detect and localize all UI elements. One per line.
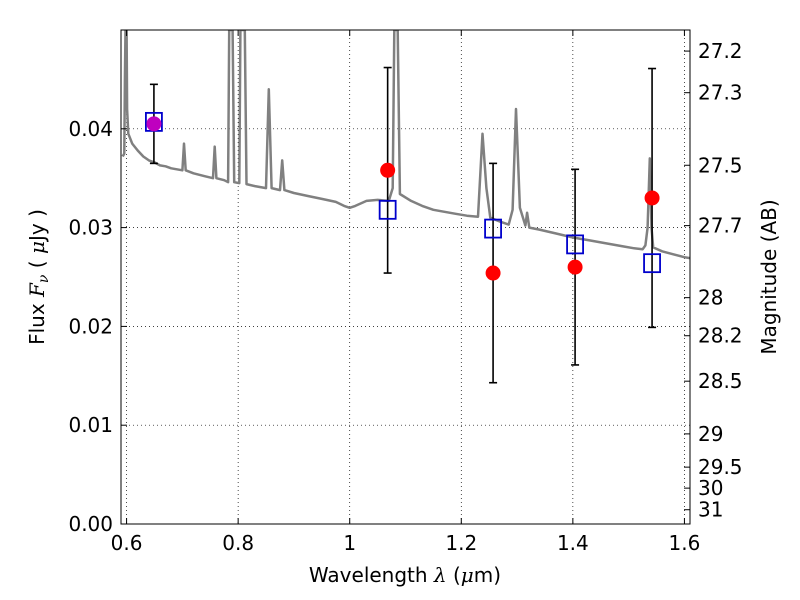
- plot-frame: [120, 29, 691, 525]
- y2-tick-label: 28.2: [698, 324, 743, 348]
- observed-point: [644, 190, 660, 206]
- model-bandpass-square: [566, 234, 584, 255]
- y-tick-label: 0.03: [68, 216, 113, 240]
- x-tick-label: 0.6: [111, 531, 143, 555]
- x-tick-label: 1.2: [445, 531, 477, 555]
- y-tick-label: 0.02: [68, 314, 113, 338]
- x-tick-label: 1.6: [669, 531, 701, 555]
- y2-tick-label: 29: [698, 422, 723, 446]
- x-tick-label: 1.4: [557, 531, 589, 555]
- observed-point: [485, 265, 501, 281]
- model-spectrum-line: [121, 30, 690, 260]
- y-tick-label: 0.04: [68, 117, 113, 141]
- y2-tick-label: 30: [698, 476, 723, 500]
- observed-point: [567, 259, 583, 275]
- y-tick-label: 0.01: [68, 413, 113, 437]
- model-bandpass-square: [643, 253, 661, 274]
- y2-tick-label: 27.3: [698, 81, 743, 105]
- y2-tick-label: 29.5: [698, 455, 743, 479]
- x-tick-label: 1: [343, 531, 356, 555]
- y2-tick-label: 28: [698, 286, 723, 310]
- y-axis-label: Flux Fν ( μJy ): [25, 209, 52, 345]
- model-bandpass-square: [378, 199, 397, 220]
- y2-tick-label: 27.2: [698, 39, 743, 63]
- y-tick-label: 0.00: [68, 512, 113, 536]
- model-bandpass-square: [484, 218, 502, 239]
- y2-axis-label: Magnitude (AB): [757, 199, 781, 354]
- y2-tick-label: 31: [698, 498, 723, 522]
- tick-layer: 0.6 0.8 1 1.2 1.4 1.6 0.00 0.01 0.02 0.03 0.04 27.2…: [68, 30, 743, 555]
- data-layer: [121, 30, 690, 384]
- observed-optical-point: [146, 116, 162, 132]
- x-tick-label: 0.8: [222, 531, 254, 555]
- grid-layer: [121, 30, 690, 524]
- x-axis-label: Wavelength λ (μm): [309, 563, 501, 587]
- y2-tick-label: 27.5: [698, 153, 743, 177]
- observed-point: [380, 162, 396, 178]
- y2-tick-label: 27.7: [698, 214, 743, 238]
- y2-tick-label: 28.5: [698, 369, 743, 393]
